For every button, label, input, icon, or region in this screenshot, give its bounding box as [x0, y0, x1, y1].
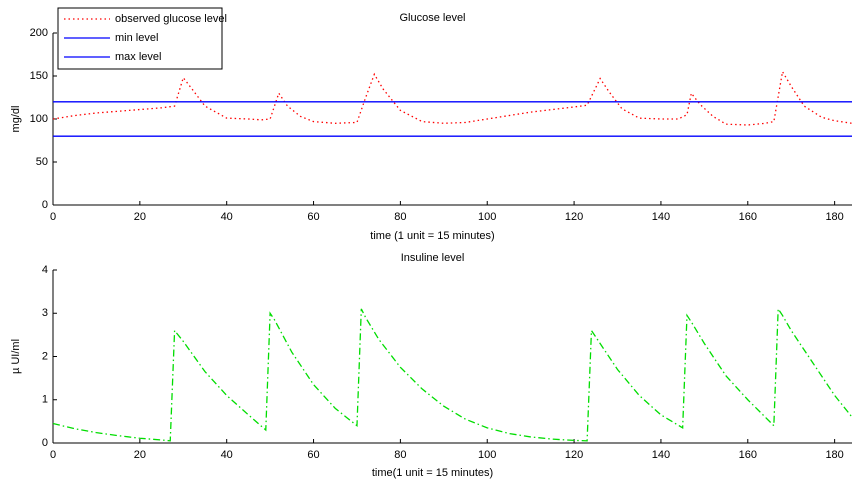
x-tick-label: 140: [652, 211, 670, 223]
x-tick-label: 40: [221, 449, 233, 461]
x-tick-label: 20: [134, 211, 146, 223]
x-tick-label: 0: [50, 449, 56, 461]
y-axis-label: µ UI/ml: [10, 339, 22, 374]
y-tick-label: 0: [42, 199, 48, 211]
x-tick-label: 120: [565, 211, 583, 223]
y-tick-label: 1: [42, 394, 48, 406]
legend-label: observed glucose level: [115, 13, 227, 25]
y-tick-label: 100: [30, 113, 48, 125]
y-tick-label: 3: [42, 307, 48, 319]
x-tick-label: 140: [652, 449, 670, 461]
x-tick-label: 80: [394, 211, 406, 223]
y-tick-label: 4: [42, 264, 48, 276]
x-tick-label: 160: [739, 211, 757, 223]
x-tick-label: 0: [50, 211, 56, 223]
y-tick-label: 50: [36, 156, 48, 168]
x-tick-label: 100: [478, 211, 496, 223]
legend: observed glucose level min level max level: [57, 7, 227, 70]
x-tick-label: 180: [825, 211, 843, 223]
x-axis-label: time (1 unit = 15 minutes): [370, 230, 494, 242]
x-tick-label: 20: [134, 449, 146, 461]
x-tick-label: 120: [565, 449, 583, 461]
y-tick-label: 200: [30, 27, 48, 39]
chart-title: Glucose level: [399, 12, 465, 24]
x-tick-label: 80: [394, 449, 406, 461]
legend-label: max level: [115, 51, 161, 63]
chart-title: Insuline level: [401, 252, 465, 264]
series-line: [52, 69, 853, 126]
y-tick-label: 0: [42, 437, 48, 449]
x-tick-label: 40: [221, 211, 233, 223]
x-tick-label: 60: [307, 211, 319, 223]
series-line: [52, 306, 853, 442]
x-tick-label: 60: [307, 449, 319, 461]
y-axis-label: mg/dl: [10, 106, 22, 133]
y-tick-label: 2: [42, 350, 48, 362]
legend-label: min level: [115, 32, 158, 44]
y-tick-label: 150: [30, 70, 48, 82]
x-tick-label: 100: [478, 449, 496, 461]
x-tick-label: 180: [825, 449, 843, 461]
x-axis-label: time(1 unit = 15 minutes): [372, 467, 493, 479]
x-tick-label: 160: [739, 449, 757, 461]
